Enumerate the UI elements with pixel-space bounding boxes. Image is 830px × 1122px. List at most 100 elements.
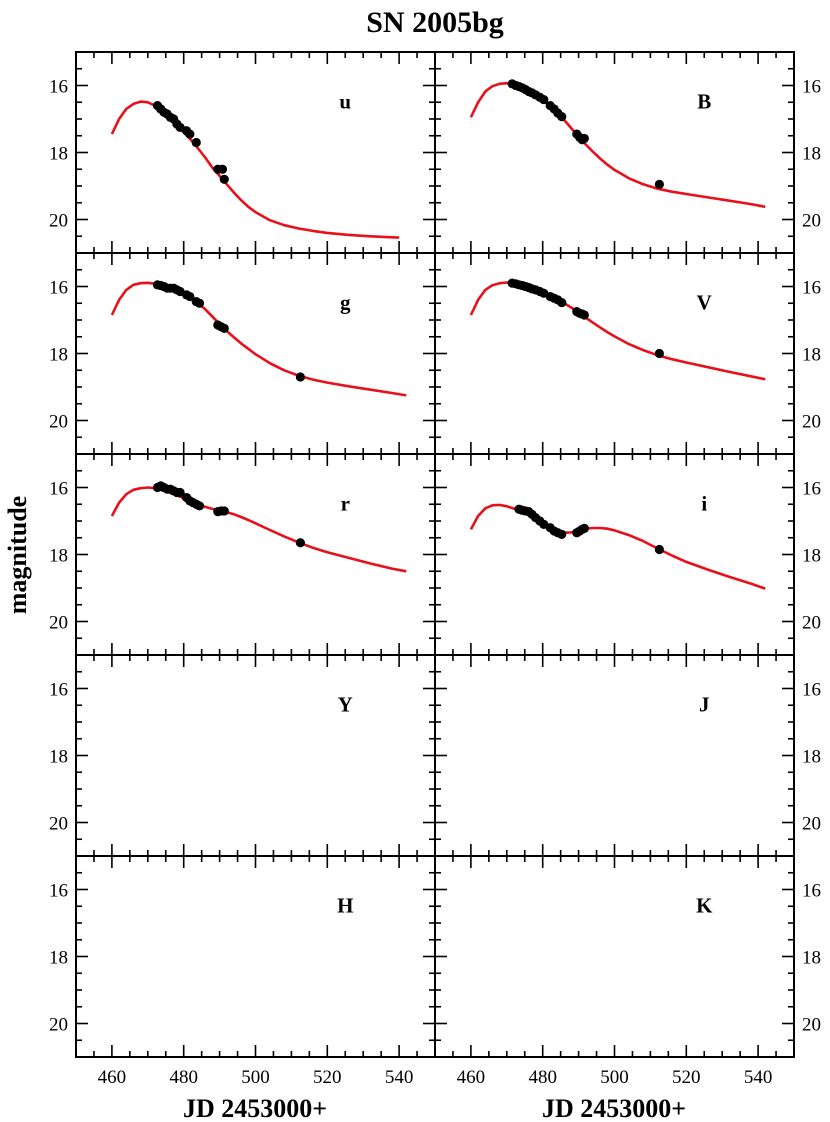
band-label: B xyxy=(697,89,711,113)
panel-B-upper: 16 18 20 B xyxy=(434,51,821,254)
panel-frame xyxy=(434,654,795,857)
band-label: g xyxy=(340,290,351,314)
y-tick-label: 20 xyxy=(49,613,68,634)
x-tick-label: 540 xyxy=(744,1067,773,1088)
panel-frame xyxy=(434,855,795,1058)
band-label: V xyxy=(697,290,712,314)
panel-J-upper: 16 18 20 J xyxy=(434,654,821,857)
y-tick-label: 20 xyxy=(802,211,821,232)
x-tick-label: 480 xyxy=(528,1067,557,1088)
y-tick-label: 20 xyxy=(49,412,68,433)
panel-frame xyxy=(434,252,795,455)
data-point xyxy=(295,372,305,382)
y-tick-label: 20 xyxy=(802,613,821,634)
panels-grid: 16 18 20 u 16 18 20 B 16 18 20 g 16 18 20 V 16 18 20 r 16 18 2… xyxy=(49,51,821,1088)
panel-u: 16 18 20 u xyxy=(49,51,436,254)
panel-K-upper: 16 18 20 460 480 500 520 540 K xyxy=(434,855,821,1088)
x-axis-label-right: JD 2453000+ xyxy=(542,1094,686,1122)
panel-frame xyxy=(75,453,436,656)
data-point xyxy=(191,137,201,148)
data-point xyxy=(217,164,228,174)
data-point xyxy=(539,94,549,105)
y-tick-label: 18 xyxy=(49,948,68,969)
panel-Y-upper: 16 18 20 Y xyxy=(49,654,436,857)
y-tick-label: 18 xyxy=(49,345,68,366)
panel-frame xyxy=(75,855,436,1058)
x-axis-label-left: JD 2453000+ xyxy=(183,1094,327,1122)
band-label: r xyxy=(341,491,350,515)
x-tick-label: 540 xyxy=(385,1067,414,1088)
band-label: K xyxy=(696,893,713,917)
y-tick-label: 18 xyxy=(802,747,821,768)
y-axis-label: magnitude xyxy=(3,496,32,614)
data-point xyxy=(579,133,589,144)
panel-g: 16 18 20 g xyxy=(49,252,436,455)
y-tick-label: 16 xyxy=(49,278,68,299)
y-tick-label: 16 xyxy=(802,77,821,98)
data-point xyxy=(654,179,664,189)
data-point xyxy=(295,538,305,548)
y-tick-label: 18 xyxy=(49,546,68,567)
y-tick-label: 16 xyxy=(802,479,821,500)
panel-frame xyxy=(434,51,795,254)
panel-frame xyxy=(434,453,795,656)
data-point xyxy=(557,297,567,308)
y-tick-label: 16 xyxy=(802,278,821,299)
x-tick-label: 460 xyxy=(457,1067,486,1088)
y-tick-label: 16 xyxy=(49,680,68,701)
band-label: H xyxy=(337,893,353,917)
data-point xyxy=(219,174,229,184)
panel-H-upper: 16 18 20 460 480 500 520 540 H xyxy=(49,855,436,1088)
chart-title: SN 2005bg xyxy=(366,6,504,39)
band-label: i xyxy=(701,491,707,515)
y-tick-label: 18 xyxy=(49,747,68,768)
y-tick-label: 20 xyxy=(49,1015,68,1036)
y-tick-label: 18 xyxy=(802,546,821,567)
band-label: u xyxy=(339,89,351,113)
data-point xyxy=(579,523,589,533)
x-tick-label: 520 xyxy=(313,1067,342,1088)
data-point xyxy=(654,544,664,555)
y-tick-label: 16 xyxy=(49,479,68,500)
y-tick-label: 16 xyxy=(802,881,821,902)
x-tick-label: 500 xyxy=(600,1067,629,1088)
x-tick-label: 500 xyxy=(241,1067,270,1088)
x-tick-label: 520 xyxy=(672,1067,701,1088)
y-tick-label: 16 xyxy=(802,680,821,701)
model-curve xyxy=(469,281,766,381)
data-point xyxy=(175,487,185,498)
data-point xyxy=(219,323,229,333)
y-tick-label: 20 xyxy=(802,412,821,433)
panel-V-upper: 16 18 20 V xyxy=(434,252,821,455)
model-curve xyxy=(469,81,766,209)
y-tick-label: 16 xyxy=(49,77,68,98)
y-tick-label: 18 xyxy=(802,948,821,969)
y-tick-label: 16 xyxy=(49,881,68,902)
band-label: J xyxy=(699,692,710,716)
model-curve xyxy=(110,486,407,573)
band-label: Y xyxy=(338,692,353,716)
panel-frame xyxy=(75,51,436,254)
y-tick-label: 20 xyxy=(802,814,821,835)
panel-frame xyxy=(75,654,436,857)
panel-r: 16 18 20 r xyxy=(49,453,436,656)
x-tick-label: 480 xyxy=(169,1067,198,1088)
data-point xyxy=(194,501,205,511)
y-tick-label: 20 xyxy=(49,814,68,835)
model-curve xyxy=(110,100,400,239)
data-point xyxy=(557,529,567,540)
model-curve xyxy=(110,281,407,397)
data-point xyxy=(654,348,664,359)
x-tick-label: 460 xyxy=(98,1067,127,1088)
panel-i: 16 18 20 i xyxy=(434,453,821,656)
data-point xyxy=(579,310,589,320)
y-tick-label: 20 xyxy=(49,211,68,232)
y-tick-label: 18 xyxy=(49,144,68,165)
data-point xyxy=(194,298,205,308)
data-point xyxy=(185,291,195,302)
data-point xyxy=(185,129,195,139)
y-tick-label: 18 xyxy=(802,345,821,366)
model-curve xyxy=(469,503,766,590)
data-point xyxy=(219,506,229,516)
